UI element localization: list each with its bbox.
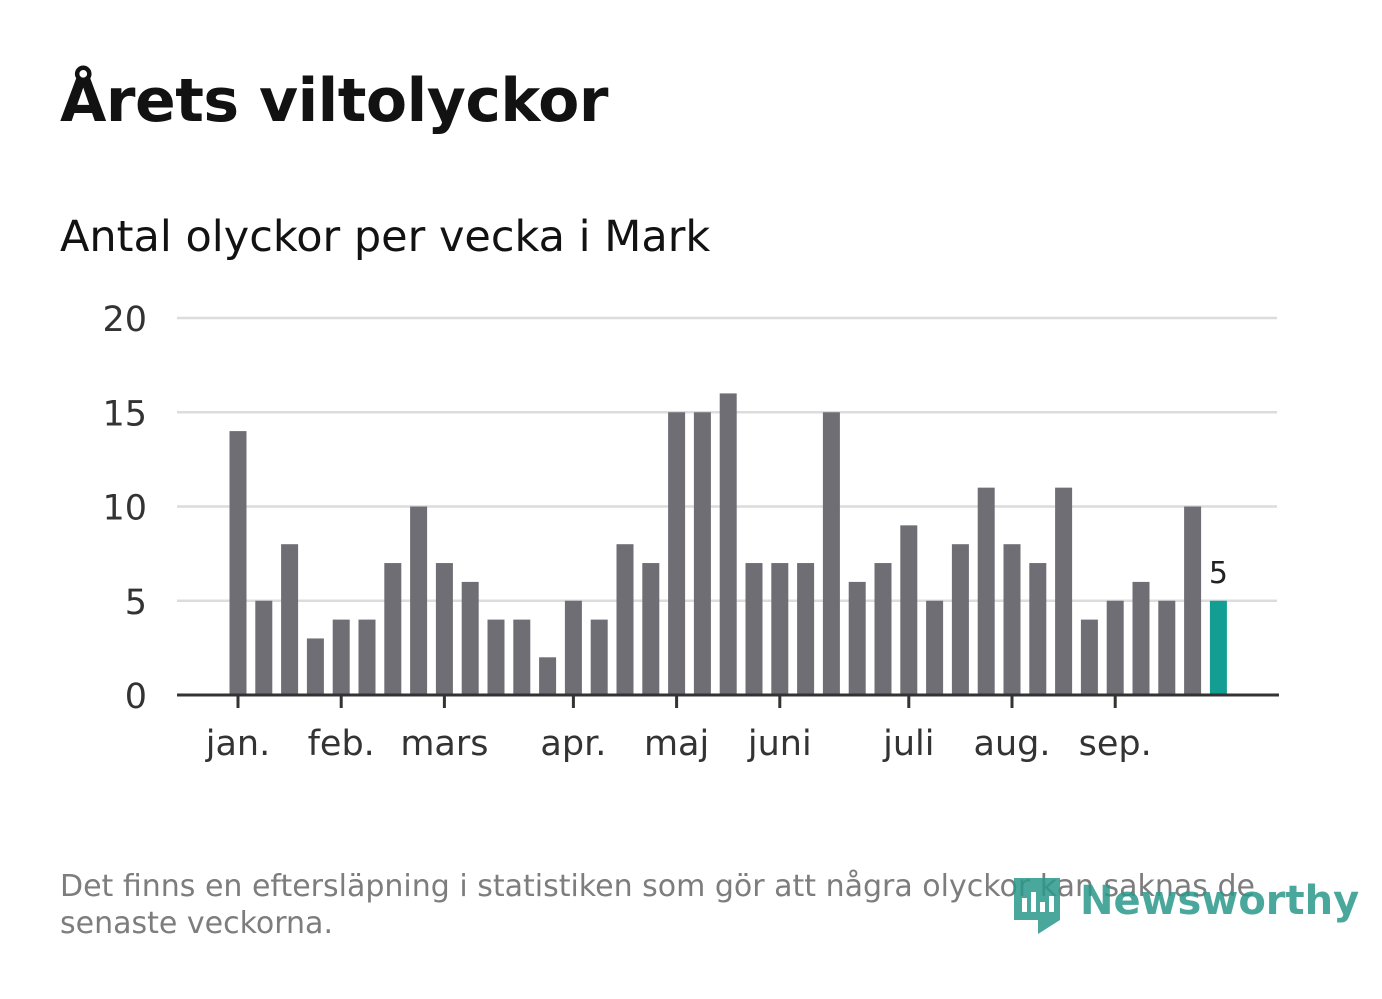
chart-title: Årets viltolyckor	[60, 66, 609, 136]
bar	[848, 581, 866, 695]
bar	[1106, 600, 1124, 695]
bar	[1184, 506, 1202, 695]
y-tick-label: 20	[102, 300, 147, 340]
bar	[693, 412, 711, 695]
x-axis-ticks: jan. feb. mars apr. maj juni juli aug. sep.	[205, 695, 1152, 764]
bar	[332, 619, 350, 695]
x-tick-label: feb.	[308, 724, 375, 764]
bar	[410, 506, 428, 695]
bar	[1158, 600, 1176, 695]
bar	[590, 619, 608, 695]
bar	[1080, 619, 1098, 695]
bar	[926, 600, 944, 695]
bar	[281, 544, 299, 695]
bar	[461, 581, 479, 695]
bar	[1132, 581, 1150, 695]
bar	[384, 563, 402, 695]
bar	[616, 544, 634, 695]
data-labels: 5	[1209, 556, 1228, 591]
bar	[564, 600, 582, 695]
newsworthy-logo-text: Newsworthy	[1080, 878, 1360, 924]
bar	[977, 487, 995, 695]
bar	[255, 600, 273, 695]
x-tick-label: sep.	[1079, 724, 1152, 764]
y-axis-ticks: 0 5 10 15 20	[102, 300, 147, 717]
x-tick-label: aug.	[974, 724, 1051, 764]
bar	[797, 563, 815, 695]
y-tick-label: 5	[125, 583, 147, 623]
newsworthy-logo-icon	[1014, 878, 1060, 934]
data-label-last: 5	[1209, 556, 1228, 591]
bar	[1055, 487, 1073, 695]
y-tick-label: 0	[125, 677, 147, 717]
y-tick-label: 10	[102, 489, 147, 529]
bar	[874, 563, 892, 695]
x-tick-label: apr.	[540, 724, 606, 764]
bar	[306, 638, 324, 695]
bar	[642, 563, 660, 695]
bar-chart: 0 5 10 15 20 jan. feb. mars apr. maj juni juli aug.…	[102, 300, 1279, 764]
bar	[539, 657, 557, 695]
bar	[513, 619, 531, 695]
bar-highlight	[1209, 600, 1227, 695]
x-tick-label: juni	[747, 724, 812, 764]
bar	[951, 544, 969, 695]
bars	[229, 393, 1227, 695]
bar	[1003, 544, 1021, 695]
bar	[822, 412, 840, 695]
bar	[1029, 563, 1047, 695]
x-tick-label: jan.	[205, 724, 270, 764]
bar	[745, 563, 763, 695]
bar	[435, 563, 453, 695]
newsworthy-logo: Newsworthy	[1010, 874, 1359, 940]
x-tick-label: maj	[644, 724, 709, 764]
bar	[900, 525, 918, 695]
bar	[668, 412, 686, 695]
bar	[358, 619, 376, 695]
x-tick-label: juli	[882, 724, 934, 764]
bar	[771, 563, 789, 695]
x-tick-label: mars	[400, 724, 488, 764]
chart-subtitle: Antal olyckor per vecka i Mark	[60, 212, 711, 262]
bar	[229, 431, 247, 695]
y-tick-label: 15	[102, 394, 147, 434]
bar	[487, 619, 505, 695]
bar	[719, 393, 737, 695]
